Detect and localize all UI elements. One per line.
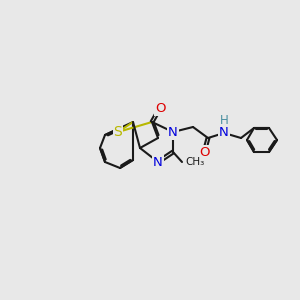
Text: N: N <box>219 127 229 140</box>
Text: CH₃: CH₃ <box>185 157 204 167</box>
Text: S: S <box>114 125 122 139</box>
Text: O: O <box>155 101 165 115</box>
Text: N: N <box>168 125 178 139</box>
Text: O: O <box>199 146 209 160</box>
Text: N: N <box>153 155 163 169</box>
Text: H: H <box>220 113 228 127</box>
